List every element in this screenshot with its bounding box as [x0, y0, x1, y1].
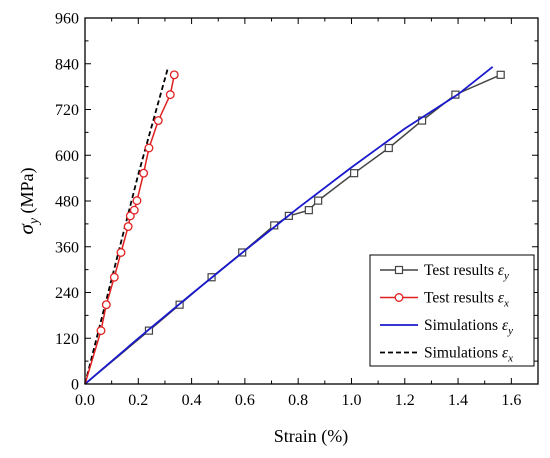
data-point-square [304, 206, 313, 215]
y-axis-label: σy (MPa) [14, 167, 42, 234]
data-point-circle [165, 90, 175, 100]
legend-label: Test results εy [424, 262, 509, 282]
legend-marker-circle [394, 293, 404, 302]
y-tick-label: 480 [55, 194, 79, 211]
legend-label: Simulations εy [424, 317, 513, 337]
data-point-circle [109, 272, 119, 282]
x-tick-label: 0.6 [235, 392, 255, 409]
data-point-circle [129, 205, 139, 215]
y-tick-label: 360 [55, 239, 79, 256]
y-tick-label: 600 [55, 148, 79, 165]
data-point-circle [101, 300, 111, 310]
y-tick-label: 120 [55, 331, 79, 348]
plot-marks [84, 66, 505, 385]
x-tick-label: 0.2 [128, 392, 148, 409]
x-tick-label: 1.2 [395, 392, 415, 409]
data-point-circle [123, 222, 133, 231]
legend: Test results εy Test results εx Simulation… [369, 254, 535, 367]
x-tick-label: 0.4 [182, 392, 202, 409]
data-point-circle [169, 70, 179, 80]
x-axis-label: Strain (%) [274, 426, 348, 447]
y-tick-label: 840 [55, 56, 79, 73]
data-point-square [496, 70, 505, 79]
data-point-circle [144, 143, 154, 153]
legend-label: Simulations εx [424, 345, 513, 365]
x-tick-label: 0.0 [75, 392, 95, 409]
data-point-square [144, 326, 154, 335]
x-tick-label: 1.6 [501, 392, 521, 409]
data-point-square [314, 196, 323, 205]
data-point-circle [139, 168, 149, 178]
data-point-circle [96, 326, 106, 336]
y-tick-label: 240 [55, 285, 79, 302]
legend-marker-square [394, 265, 404, 275]
series-line [84, 66, 494, 385]
data-point-circle [153, 116, 163, 126]
y-tick-label: 0 [71, 377, 79, 394]
data-point-square [384, 143, 393, 153]
data-point-square [350, 169, 359, 178]
y-tick-label: 960 [55, 11, 79, 28]
data-point-circle [116, 248, 126, 257]
axis-ticks: 0.0 0.2 0.4 0.6 0.8 1.0 1.2 1.4 1.6 0 120 240 360 480… [55, 11, 539, 409]
y-tick-label: 720 [55, 102, 79, 119]
x-tick-label: 0.8 [288, 392, 308, 409]
data-point-circle [132, 196, 142, 206]
x-tick-label: 1.4 [448, 392, 468, 409]
x-tick-label: 1.0 [341, 392, 361, 409]
legend-label: Test results εx [424, 290, 509, 310]
